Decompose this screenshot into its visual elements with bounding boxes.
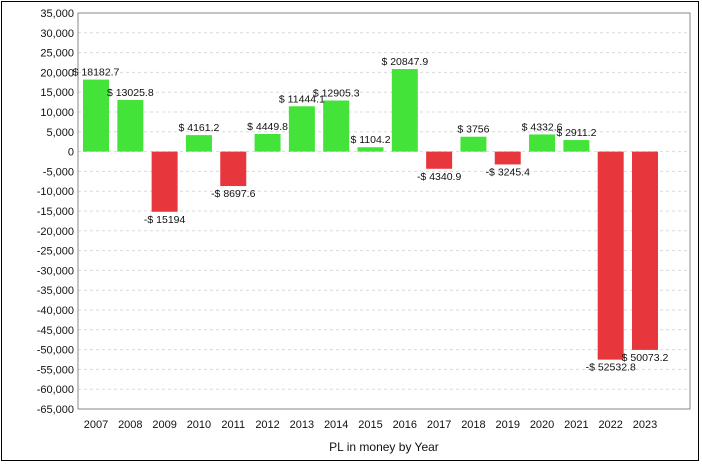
- data-label-2017: -$ 4340.9: [417, 171, 462, 183]
- bar-2011: [220, 151, 247, 187]
- y-tick-label: -55,000: [37, 364, 74, 376]
- x-tick-label: 2014: [324, 419, 348, 431]
- x-tick-label: 2009: [152, 419, 176, 431]
- x-tick-label: 2007: [84, 419, 108, 431]
- data-label-2013: $ 11444.1: [279, 93, 325, 105]
- y-tick-label: -60,000: [37, 384, 74, 396]
- bar-2018: [460, 136, 487, 152]
- data-label-2007: $ 18182.7: [73, 67, 120, 79]
- x-tick-label: 2017: [427, 419, 451, 431]
- x-tick-label: 2018: [461, 419, 485, 431]
- bars: [83, 69, 658, 360]
- bar-2015: [357, 147, 384, 152]
- x-tick-label: 2008: [118, 419, 142, 431]
- x-axis-ticks: 2007 2008 2009 2010 2011 2012 2013 2014 2015 2016…: [84, 419, 657, 431]
- bar-2019: [494, 151, 521, 165]
- data-label-2023: $ 50073.2: [622, 352, 669, 364]
- x-tick-label: 2016: [393, 419, 417, 431]
- data-label-2009: -$ 15194: [144, 214, 186, 226]
- y-tick-label: -65,000: [37, 404, 74, 416]
- y-tick-label: -15,000: [37, 206, 74, 218]
- x-tick-label: 2021: [564, 419, 588, 431]
- x-tick-label: 2023: [633, 419, 657, 431]
- x-tick-label: 2020: [530, 419, 554, 431]
- data-label-2008: $ 13025.8: [107, 87, 154, 99]
- x-tick-label: 2012: [255, 419, 279, 431]
- y-tick-label: -30,000: [37, 265, 74, 277]
- y-tick-label: -45,000: [37, 325, 74, 337]
- data-label-2016: $ 20847.9: [381, 56, 428, 68]
- data-label-2021: $ 2911.2: [556, 127, 596, 139]
- data-label-2018: $ 3756: [457, 124, 489, 136]
- y-tick-label: -10,000: [37, 186, 74, 198]
- data-label-2012: $ 4449.8: [247, 121, 288, 133]
- bar-2009: [151, 151, 178, 212]
- bar-2020: [529, 134, 556, 152]
- data-label-2011: -$ 8697.6: [211, 188, 256, 200]
- y-tick-label: 5,000: [46, 127, 74, 139]
- y-tick-label: -40,000: [37, 305, 74, 317]
- y-tick-label: 25,000: [40, 48, 74, 60]
- bar-2014: [323, 100, 350, 152]
- bar-2010: [185, 135, 212, 152]
- bar-2008: [117, 100, 144, 152]
- x-axis-title: PL in money by Year: [329, 440, 439, 454]
- data-labels: $ 18182.7 $ 13025.8 -$ 15194 $ 4161.2 -$ 869…: [73, 56, 669, 374]
- data-label-2014: $ 12905.3: [313, 87, 360, 99]
- x-tick-label: 2013: [290, 419, 314, 431]
- y-tick-label: 35,000: [40, 8, 74, 20]
- x-tick-label: 2019: [496, 419, 520, 431]
- bar-2007: [83, 79, 109, 152]
- bar-2013: [288, 106, 315, 152]
- y-tick-label: 15,000: [40, 87, 74, 99]
- bar-2012: [254, 133, 281, 152]
- y-tick-label: -5,000: [43, 166, 74, 178]
- bar-2023: [632, 151, 658, 350]
- data-label-2015: $ 1104.2: [350, 134, 390, 146]
- x-tick-label: 2022: [598, 419, 622, 431]
- x-tick-label: 2010: [187, 419, 211, 431]
- y-tick-label: -20,000: [37, 226, 74, 238]
- bar-2022: [597, 151, 624, 360]
- y-tick-label: -35,000: [37, 285, 74, 297]
- y-axis-ticks: -65,000 -60,000 -55,000 -50,000 -45,000 -40,0…: [37, 8, 74, 416]
- bar-2021: [563, 140, 590, 152]
- y-tick-label: -25,000: [37, 246, 74, 258]
- y-tick-label: 0: [68, 147, 74, 159]
- y-tick-label: 10,000: [40, 107, 74, 119]
- y-tick-label: 30,000: [40, 28, 74, 40]
- x-tick-label: 2015: [358, 419, 382, 431]
- plot-area: [77, 12, 691, 410]
- y-tick-label: 20,000: [40, 67, 74, 79]
- data-label-2010: $ 4161.2: [179, 122, 220, 134]
- bar-2017: [426, 151, 453, 169]
- data-label-2020: $ 4332.6: [522, 121, 563, 133]
- y-tick-label: -50,000: [37, 345, 74, 357]
- data-label-2019: -$ 3245.4: [486, 166, 531, 178]
- x-tick-label: 2011: [221, 419, 245, 431]
- data-label-2022: -$ 52532.8: [586, 362, 636, 374]
- bar-2016: [391, 69, 418, 152]
